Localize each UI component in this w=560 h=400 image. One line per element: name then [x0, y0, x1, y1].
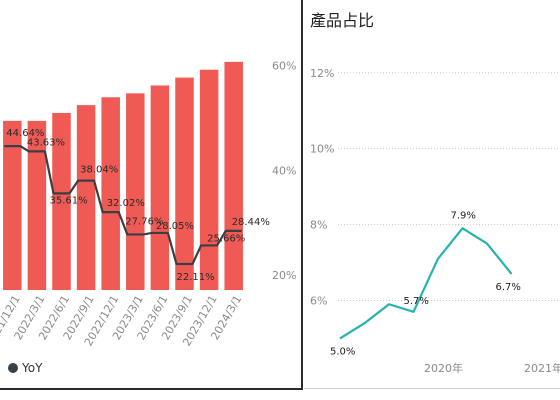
y2-tick-label-1: 40%: [272, 164, 296, 177]
panel-divider: [301, 0, 303, 390]
x-tick-label-1: 2021年: [524, 361, 560, 375]
x-tick-label-0: 2020年: [424, 361, 463, 375]
share-data-label-3: 6.7%: [496, 282, 521, 293]
share-line: [339, 227, 513, 340]
y2-tick-label-0: 20%: [272, 269, 296, 282]
y-tick-label-2: 10%: [310, 143, 334, 156]
yoy-data-label-8: 25.66%: [207, 233, 245, 244]
y-tick-label-1: 8%: [310, 219, 327, 232]
legend-yoy-marker: [8, 363, 18, 373]
yoy-data-label-1: 43.63%: [27, 137, 65, 148]
share-data-label-2: 7.9%: [451, 210, 476, 221]
bar-7: [175, 77, 194, 290]
y-tick-label-0: 6%: [310, 294, 327, 307]
yoy-data-label-6: 28.05%: [156, 221, 194, 232]
bar-0: [3, 120, 22, 290]
yoy-data-label-7: 22.11%: [177, 272, 215, 283]
revenue-yoy-chart-panel: 44.64% 43.63% 35.61% 38.04% 32.02% 27.76% 28.0…: [0, 60, 296, 375]
y-tick-label-3: 12%: [310, 67, 334, 80]
y2-tick-label-2: 60%: [272, 60, 296, 73]
chart-title: 產品占比: [310, 11, 374, 30]
bar-5: [126, 93, 145, 290]
bar-9: [224, 61, 243, 290]
bar-4: [101, 97, 120, 291]
revenue-yoy-chart: 44.64%43.63% 35.61% 38.04% 32.02% 27.76%28.0…: [0, 60, 296, 375]
product-share-chart: 產品占比 6% 8% 10% 12% 5.0% 5.7% 7.9% 6.7% 2020年 2021年: [310, 11, 560, 375]
yoy-data-label-4: 32.02%: [107, 198, 145, 209]
yoy-line: [4, 144, 242, 266]
yoy-data-label-9: 28.44%: [232, 217, 270, 228]
bar-2: [52, 113, 71, 290]
bar-1: [27, 120, 47, 290]
bar-8: [199, 69, 219, 290]
product-share-chart-panel: 產品占比 6% 8% 10% 12% 5.0% 5.7% 7.9% 6.7% 2020年 2021年: [304, 0, 560, 400]
share-data-label-0: 5.0%: [330, 346, 355, 357]
yoy-data-label-0: 44.64%: [6, 128, 44, 139]
share-data-label-1: 5.7%: [404, 296, 429, 307]
yoy-data-label-2: 35.61%: [50, 195, 88, 206]
left-panel-bottom-border: [0, 388, 302, 390]
right-panel-bottom-border: [304, 388, 560, 389]
bar-6: [150, 85, 170, 290]
bar-3: [76, 105, 96, 290]
legend-yoy-label: YoY: [21, 361, 43, 375]
yoy-data-label-3: 38.04%: [80, 165, 118, 176]
yoy-data-label-5: 27.76%: [125, 216, 163, 227]
